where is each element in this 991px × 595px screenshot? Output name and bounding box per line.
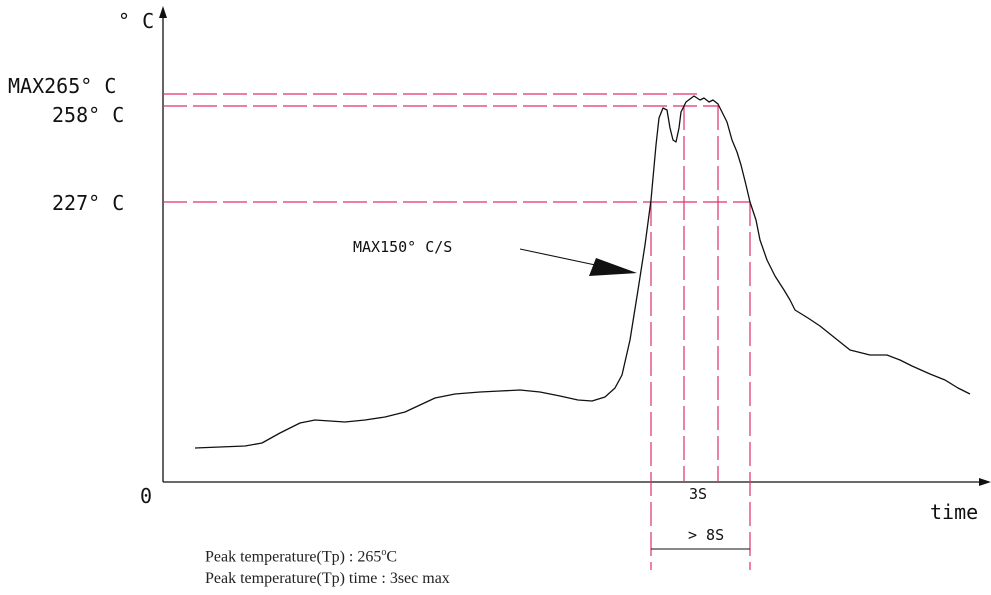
y-unit-label: ° C bbox=[118, 9, 154, 33]
y-axis-arrow bbox=[159, 6, 167, 18]
origin-label: 0 bbox=[140, 484, 152, 508]
x-axis-arrow bbox=[979, 478, 991, 486]
ramp-rate-arrow-line bbox=[519, 248, 601, 267]
x-unit-label: time bbox=[930, 500, 978, 524]
ramp-rate-arrow-head bbox=[589, 258, 637, 276]
temperature-curve bbox=[194, 95, 971, 449]
duration-8s-label: > 8S bbox=[688, 526, 724, 544]
profile-notes: Peak temperature(Tp) : 265oC Peak temper… bbox=[205, 542, 450, 590]
ref-label-227: 227° C bbox=[52, 191, 124, 215]
duration-3s-label: 3S bbox=[689, 485, 707, 503]
peak-temperature-note: Peak temperature(Tp) : 265oC bbox=[205, 547, 398, 566]
ref-label-258: 258° C bbox=[52, 103, 124, 127]
ramp-rate-label: MAX150° C/S bbox=[353, 238, 452, 256]
ref-label-max265: MAX265° C bbox=[8, 74, 116, 98]
peak-time-note: Peak temperature(Tp) time : 3sec max bbox=[205, 570, 450, 588]
